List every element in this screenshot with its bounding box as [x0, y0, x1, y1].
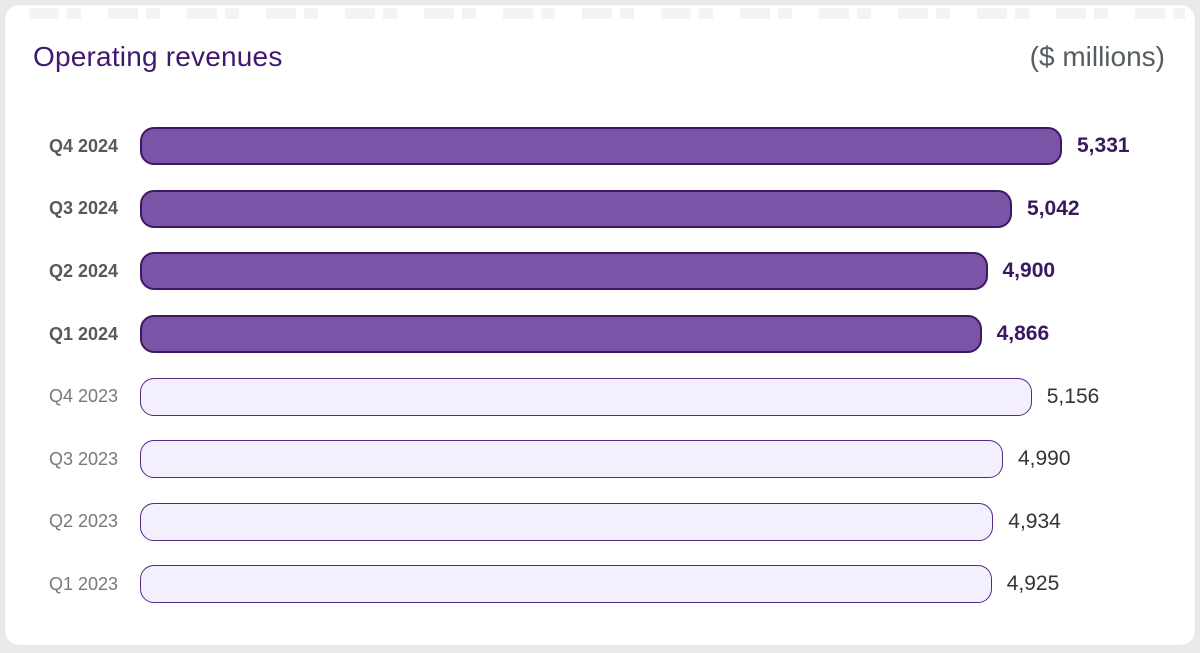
card-top-texture — [15, 8, 1185, 19]
bar — [140, 315, 982, 354]
chart-unit-label: ($ millions) — [1029, 41, 1165, 72]
bar — [140, 252, 988, 291]
chart-row: Q2 2024 4,900 — [18, 240, 1195, 303]
chart-rows: Q4 2024 5,331 Q3 2024 5,042 Q2 2024 4,900 Q1 2… — [18, 115, 1195, 616]
bar — [140, 377, 1032, 416]
row-label: Q1 2023 — [48, 573, 118, 594]
bar-value-label: 4,990 — [1017, 447, 1071, 471]
chart-header: Operating revenues ($ millions) — [33, 41, 1165, 73]
bar-value-label: 4,934 — [1008, 509, 1061, 533]
row-label: Q2 2023 — [48, 511, 118, 532]
row-label: Q3 2024 — [48, 198, 118, 219]
chart-row: Q3 2024 5,042 — [18, 178, 1195, 241]
bar-track: 5,156 — [140, 377, 1099, 416]
bar-track: 4,925 — [140, 565, 1062, 604]
bar-track: 4,990 — [140, 440, 1071, 479]
bar-value-label: 4,925 — [1006, 572, 1060, 596]
chart-title: Operating revenues — [33, 41, 283, 72]
bar-value-label: 5,331 — [1077, 134, 1130, 158]
row-label: Q1 2024 — [48, 323, 118, 344]
chart-row: Q4 2024 5,331 — [18, 115, 1195, 178]
bar-track: 4,900 — [140, 252, 1062, 291]
chart-row: Q1 2024 4,866 — [18, 303, 1195, 366]
bar-track: 5,042 — [140, 189, 1080, 228]
bar — [140, 127, 1062, 166]
row-label: Q3 2023 — [48, 448, 118, 469]
bar — [140, 565, 992, 604]
bar-value-label: 5,156 — [1046, 384, 1100, 408]
chart-row: Q4 2023 5,156 — [18, 365, 1195, 428]
bar — [140, 502, 994, 541]
bar — [140, 440, 1003, 479]
chart-row: Q1 2023 4,925 — [18, 553, 1195, 616]
bar-track: 4,934 — [140, 502, 1062, 541]
bar-value-label: 5,042 — [1027, 196, 1080, 220]
chart-row: Q3 2023 4,990 — [18, 428, 1195, 491]
bar — [140, 189, 1013, 228]
chart-row: Q2 2023 4,934 — [18, 491, 1195, 554]
bar-value-label: 4,866 — [996, 322, 1050, 346]
row-label: Q4 2023 — [48, 386, 118, 407]
row-label: Q4 2024 — [48, 135, 118, 156]
row-label: Q2 2024 — [48, 260, 118, 281]
bar-value-label: 4,900 — [1002, 259, 1056, 283]
bar-track: 5,331 — [140, 127, 1130, 166]
bar-track: 4,866 — [140, 315, 1062, 354]
chart-card: Operating revenues ($ millions) Q4 2024 5… — [5, 5, 1195, 645]
